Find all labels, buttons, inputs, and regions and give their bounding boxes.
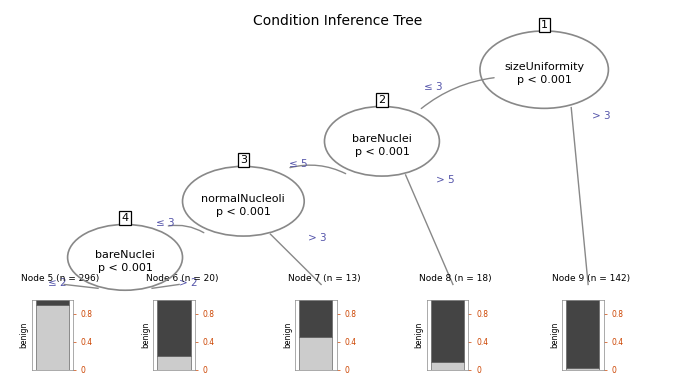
Text: > 3: > 3: [592, 111, 610, 121]
Text: bareNuclei
p < 0.001: bareNuclei p < 0.001: [95, 250, 155, 273]
Bar: [158, 356, 191, 370]
Text: > 2: > 2: [179, 278, 198, 288]
Text: ≤ 5: ≤ 5: [289, 159, 308, 170]
Text: Condition Inference Tree: Condition Inference Tree: [254, 14, 422, 27]
Text: bareNuclei
p < 0.001: bareNuclei p < 0.001: [352, 134, 412, 157]
Bar: [158, 300, 191, 356]
Text: benign: benign: [19, 322, 28, 348]
Text: benign: benign: [283, 322, 292, 348]
Text: Node 5 (n = 296): Node 5 (n = 296): [21, 274, 99, 283]
Text: ≤ 3: ≤ 3: [155, 217, 174, 228]
Text: 2: 2: [379, 95, 385, 105]
Text: Node 8 (n = 18): Node 8 (n = 18): [420, 274, 492, 283]
Text: benign: benign: [550, 322, 559, 348]
Text: Node 9 (n = 142): Node 9 (n = 142): [552, 274, 630, 283]
Bar: [36, 305, 69, 370]
Bar: [431, 362, 464, 370]
Bar: [566, 368, 600, 370]
Text: ≤ 3: ≤ 3: [424, 82, 443, 92]
Text: Node 6 (n = 20): Node 6 (n = 20): [146, 274, 218, 283]
Bar: [36, 300, 69, 305]
Bar: [431, 300, 464, 362]
Text: benign: benign: [414, 322, 424, 348]
Bar: [299, 337, 333, 370]
Text: normalNucleoli
p < 0.001: normalNucleoli p < 0.001: [201, 194, 285, 217]
Text: 4: 4: [122, 213, 128, 223]
Text: Node 7 (n = 13): Node 7 (n = 13): [288, 274, 360, 283]
Text: 3: 3: [240, 155, 247, 165]
Text: > 5: > 5: [436, 175, 455, 185]
Text: ≤ 2: ≤ 2: [47, 278, 66, 288]
Bar: [299, 300, 333, 337]
Text: sizeUniformity
p < 0.001: sizeUniformity p < 0.001: [504, 62, 584, 85]
Text: 1: 1: [541, 20, 548, 30]
Text: benign: benign: [141, 322, 150, 348]
Bar: [566, 300, 600, 368]
Text: > 3: > 3: [308, 233, 327, 243]
